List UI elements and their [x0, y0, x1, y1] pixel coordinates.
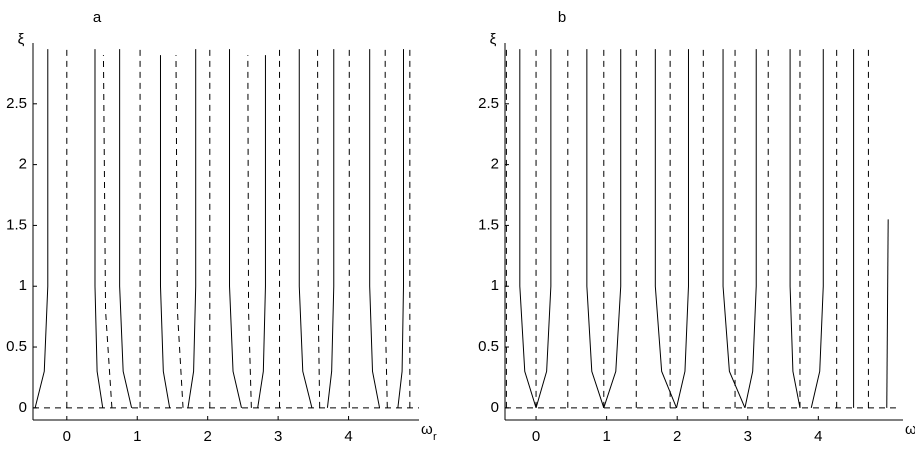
- solid-curve: [159, 55, 171, 408]
- y-tick-label: 0: [19, 399, 27, 416]
- solid-curve: [886, 219, 889, 408]
- solid-curve: [187, 49, 197, 408]
- dashed-curve: [102, 55, 113, 408]
- y-tick-label: 0: [491, 399, 499, 416]
- x-axis-label-sub: r: [433, 431, 437, 443]
- solid-curve: [119, 49, 133, 408]
- x-tick-label: 0: [532, 428, 540, 445]
- x-tick-label: 1: [602, 428, 610, 445]
- dashed-curve: [247, 55, 252, 408]
- x-tick-label: 1: [133, 428, 141, 445]
- solid-curve: [603, 49, 622, 408]
- x-axis-label: ω: [905, 421, 915, 438]
- dashed-curve: [384, 49, 388, 408]
- solid-curve: [810, 49, 824, 408]
- solid-curve: [34, 49, 49, 408]
- x-tick-label: 3: [744, 428, 752, 445]
- x-tick-label: 4: [814, 428, 822, 445]
- y-tick-label: 0.5: [6, 338, 27, 355]
- solid-curve: [229, 49, 242, 408]
- dashed-curve: [317, 49, 321, 408]
- y-tick-label: 1: [491, 277, 499, 294]
- y-tick-label: 2: [19, 156, 27, 173]
- y-tick-label: 2.5: [6, 95, 27, 112]
- solid-curve: [654, 49, 677, 409]
- panel-title: a: [93, 9, 102, 26]
- y-tick-label: 1.5: [478, 216, 499, 233]
- solid-curve: [744, 49, 757, 408]
- y-axis-label: ξ: [490, 31, 497, 48]
- solid-curve: [257, 55, 266, 408]
- solid-curve: [298, 49, 313, 408]
- solid-curve: [789, 49, 801, 408]
- solid-curve: [326, 49, 335, 408]
- x-tick-label: 2: [204, 428, 212, 445]
- x-tick-label: 3: [274, 428, 282, 445]
- y-tick-label: 2.5: [478, 95, 499, 112]
- y-tick-label: 1: [19, 277, 27, 294]
- x-tick-label: 4: [344, 428, 352, 445]
- solid-curve: [675, 49, 689, 408]
- x-tick-label: 0: [63, 428, 71, 445]
- solid-curve: [397, 49, 404, 408]
- solid-curve: [586, 49, 605, 408]
- x-tick-label: 2: [673, 428, 681, 445]
- solid-curve: [94, 49, 104, 408]
- solid-curve: [535, 49, 552, 408]
- solid-curve: [519, 49, 537, 408]
- solid-curve: [722, 49, 746, 409]
- solid-curve: [369, 49, 381, 408]
- x-axis-label: ω: [421, 421, 433, 438]
- y-axis-label: ξ: [18, 31, 25, 48]
- y-tick-label: 0.5: [478, 338, 499, 355]
- y-tick-label: 1.5: [6, 216, 27, 233]
- dashed-curve: [175, 55, 184, 408]
- panel-title: b: [558, 9, 566, 26]
- y-tick-label: 2: [491, 156, 499, 173]
